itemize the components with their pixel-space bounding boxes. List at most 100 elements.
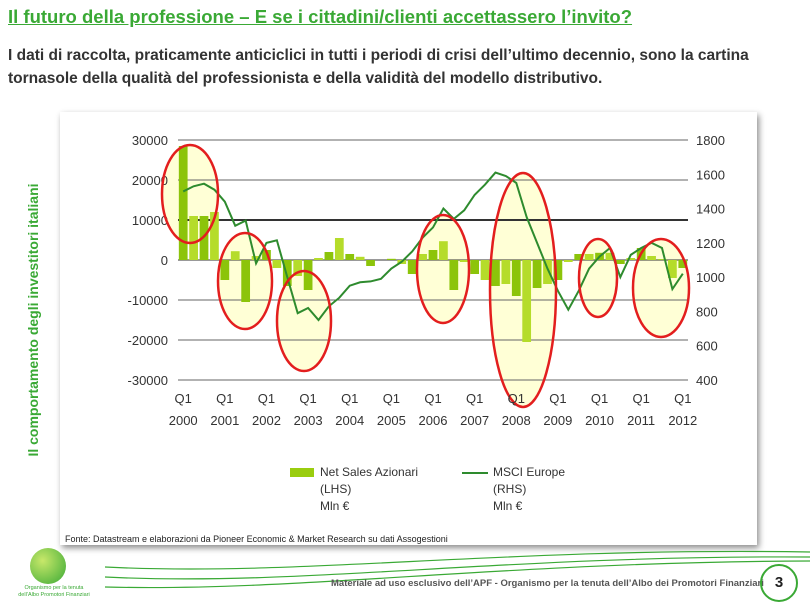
x-tick-year: 2008 — [502, 413, 531, 428]
footer-swoosh — [104, 550, 810, 589]
bar-net-sales — [511, 260, 521, 296]
x-tick-year: 2002 — [252, 413, 281, 428]
x-tick-quarter: Q1 — [424, 391, 441, 406]
legend-bar-unit: Mln € — [320, 499, 350, 513]
highlight-ellipse — [216, 231, 274, 331]
x-tick-year: 2003 — [294, 413, 323, 428]
legend-bar-swatch — [290, 468, 314, 477]
bar-net-sales — [210, 212, 219, 260]
legend-line-swatch — [462, 472, 488, 474]
bar-net-sales — [678, 260, 688, 268]
bar-net-sales — [459, 260, 469, 262]
x-tick-quarter: Q1 — [383, 391, 400, 406]
bar-net-sales — [418, 254, 427, 260]
legend-line: MSCI Europe (RHS) Mln € — [493, 464, 565, 515]
right-tick-label: 800 — [696, 304, 718, 319]
bar-net-sales — [428, 250, 438, 260]
x-tick-quarter: Q1 — [341, 391, 358, 406]
legend-line-label: MSCI Europe — [493, 465, 566, 479]
x-tick-quarter: Q1 — [591, 391, 608, 406]
bar-net-sales — [272, 260, 282, 268]
x-tick-quarter: Q1 — [674, 391, 691, 406]
x-tick-year: 2010 — [585, 413, 614, 428]
bar-net-sales — [449, 260, 459, 290]
slide-title: Il futuro della professione – E se i cit… — [8, 6, 633, 27]
bar-net-sales — [386, 258, 396, 260]
bar-net-sales — [230, 251, 240, 260]
bar-net-sales — [501, 260, 511, 284]
legend-bar-side: (LHS) — [320, 482, 352, 496]
bar-net-sales — [553, 260, 563, 280]
x-tick-year: 2012 — [668, 413, 697, 428]
right-tick-label: 400 — [696, 373, 718, 388]
bar-net-sales — [282, 260, 292, 286]
highlight-ellipse-fill — [417, 215, 469, 323]
bar-net-sales — [407, 260, 417, 274]
left-tick-label: 0 — [161, 253, 168, 268]
source-note: Fonte: Datastream e elaborazioni da Pion… — [65, 534, 448, 544]
bar-net-sales — [366, 260, 375, 266]
bar-net-sales — [314, 258, 323, 260]
legend-line-side: (RHS) — [493, 482, 527, 496]
x-tick-quarter: Q1 — [466, 391, 483, 406]
x-tick-year: 2001 — [210, 413, 239, 428]
x-tick-year: 2006 — [419, 413, 448, 428]
legend-line-unit: Mln € — [493, 499, 523, 513]
bar-net-sales — [303, 260, 313, 290]
bar-net-sales — [543, 260, 552, 284]
bar-net-sales — [584, 254, 594, 260]
x-tick-quarter: Q1 — [549, 391, 566, 406]
bar-net-sales — [439, 241, 448, 260]
highlight-ellipse — [160, 143, 220, 245]
bar-net-sales — [532, 260, 542, 288]
left-tick-label: 30000 — [132, 133, 168, 148]
bar-net-sales — [563, 260, 573, 262]
x-tick-year: 2009 — [543, 413, 572, 428]
bar-net-sales — [220, 260, 230, 280]
bar-net-sales — [178, 146, 188, 260]
left-tick-label: -20000 — [128, 333, 168, 348]
x-tick-year: 2005 — [377, 413, 406, 428]
bar-net-sales — [615, 260, 625, 264]
bar-net-sales — [491, 260, 500, 286]
x-tick-quarter: Q1 — [632, 391, 649, 406]
bar-net-sales — [470, 260, 480, 274]
bar-net-sales — [647, 256, 656, 260]
left-tick-label: -30000 — [128, 373, 168, 388]
highlight-ellipse — [488, 171, 558, 409]
footer-text: Materiale ad uso esclusivo dell’APF - Or… — [331, 578, 764, 589]
bar-net-sales — [324, 252, 334, 260]
bar-net-sales — [605, 252, 615, 260]
right-tick-label: 1800 — [696, 133, 725, 148]
bar-net-sales — [657, 259, 667, 260]
bar-net-sales — [293, 260, 303, 276]
bar-net-sales — [522, 260, 532, 342]
bar-net-sales — [189, 216, 198, 260]
right-tick-label: 600 — [696, 339, 718, 354]
x-tick-quarter: Q1 — [175, 391, 192, 406]
bar-net-sales — [626, 258, 636, 260]
left-tick-label: 10000 — [132, 213, 168, 228]
x-tick-year: 2007 — [460, 413, 489, 428]
bar-net-sales — [251, 256, 261, 260]
bar-net-sales — [355, 256, 365, 260]
slide-subtitle: I dati di raccolta, praticamente anticic… — [8, 47, 749, 87]
left-tick-label: -10000 — [128, 293, 168, 308]
line-msci-europe — [182, 171, 684, 322]
highlight-ellipse — [631, 237, 691, 339]
x-tick-year: 2011 — [627, 413, 655, 428]
highlight-ellipse — [577, 237, 619, 319]
right-tick-label: 1600 — [696, 167, 725, 182]
highlight-ellipse — [415, 213, 471, 325]
bar-net-sales — [345, 254, 355, 260]
x-tick-year: 2000 — [169, 413, 198, 428]
legend-bar-label: Net Sales Azionari — [320, 465, 419, 479]
x-tick-quarter: Q1 — [299, 391, 316, 406]
apf-logo — [30, 548, 66, 584]
highlight-ellipse — [275, 269, 333, 373]
x-tick-quarter: Q1 — [258, 391, 275, 406]
bar-net-sales — [480, 260, 490, 280]
page-number: 3 — [760, 564, 798, 602]
x-tick-year: 2004 — [335, 413, 364, 428]
